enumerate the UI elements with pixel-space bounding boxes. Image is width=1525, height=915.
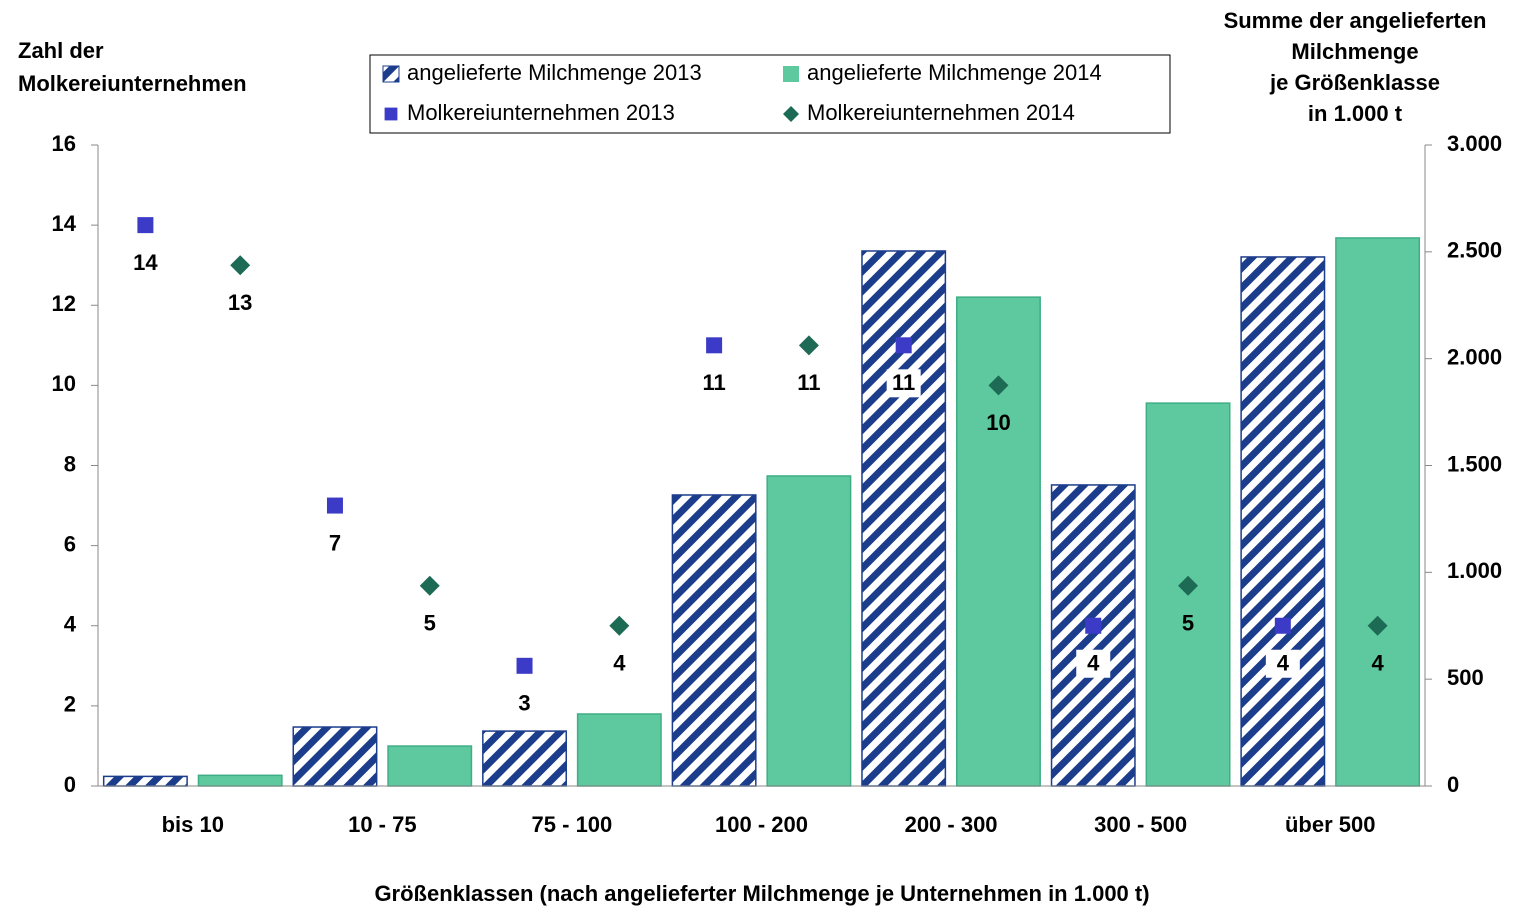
- data-label-bg: [1076, 649, 1111, 678]
- data-label: 10: [986, 410, 1010, 435]
- x-tick-label: 100 - 200: [715, 812, 808, 837]
- data-label: 11: [892, 370, 915, 395]
- legend-swatch: [783, 66, 799, 82]
- y-tick-label: 12: [52, 291, 76, 316]
- data-label: 5: [424, 611, 436, 636]
- point: [706, 337, 723, 354]
- point: [1085, 617, 1102, 634]
- y2-axis-title: Milchmenge: [1291, 39, 1418, 64]
- point: [419, 575, 440, 596]
- x-tick-label: 75 - 100: [532, 812, 613, 837]
- data-label: 4: [1087, 651, 1100, 676]
- y-tick-label: 10: [52, 371, 76, 396]
- x-tick-label: bis 10: [162, 812, 224, 837]
- y2-tick-label: 2.000: [1447, 344, 1502, 369]
- point: [895, 337, 912, 354]
- data-label: 14: [133, 250, 158, 275]
- data-label: 11: [797, 370, 820, 395]
- x-tick-label: 10 - 75: [348, 812, 417, 837]
- data-label: 11: [702, 370, 725, 395]
- point: [798, 335, 819, 356]
- x-tick-label: über 500: [1285, 812, 1376, 837]
- data-label-bg: [507, 689, 542, 718]
- data-label-bg: [1265, 649, 1300, 678]
- x-tick-label: 200 - 300: [905, 812, 998, 837]
- y2-axis-title: in 1.000 t: [1308, 101, 1403, 126]
- point: [1274, 617, 1291, 634]
- y-tick-label: 2: [64, 692, 76, 717]
- bar: [766, 475, 852, 787]
- x-axis-title: Größenklassen (nach angelieferter Milchm…: [374, 881, 1149, 906]
- y2-tick-label: 1.000: [1447, 558, 1502, 583]
- bar: [1050, 484, 1136, 787]
- bar: [292, 726, 378, 787]
- y2-tick-label: 500: [1447, 665, 1484, 690]
- y-tick-label: 0: [64, 772, 76, 797]
- data-label: 4: [613, 651, 626, 676]
- legend-label: Molkereiunternehmen 2013: [407, 100, 675, 125]
- y2-axis-title: je Größenklasse: [1269, 70, 1440, 95]
- legend-swatch: [382, 65, 400, 83]
- bar: [861, 250, 947, 787]
- y2-axis-title: Summe der angelieferten: [1224, 8, 1487, 33]
- bar: [956, 296, 1041, 787]
- point: [137, 217, 154, 234]
- data-label-bg: [128, 249, 163, 278]
- y2-tick-label: 0: [1447, 772, 1459, 797]
- y-axis-title: Molkereiunternehmen: [18, 71, 247, 96]
- y2-tick-label: 3.000: [1447, 131, 1502, 156]
- bar: [482, 730, 567, 787]
- y-tick-label: 6: [64, 531, 76, 556]
- point: [230, 255, 251, 276]
- legend-box: [369, 54, 1171, 134]
- y2-tick-label: 1.500: [1447, 451, 1502, 476]
- point: [1367, 615, 1388, 636]
- y2-tick-label: 2.500: [1447, 238, 1502, 263]
- y-tick-label: 4: [64, 612, 77, 637]
- point: [326, 497, 343, 514]
- y-tick-label: 16: [52, 131, 76, 156]
- data-label: 5: [1182, 611, 1194, 636]
- point: [516, 657, 533, 674]
- data-label-bg: [697, 369, 732, 398]
- data-label: 7: [329, 530, 341, 555]
- bar: [576, 713, 662, 787]
- data-label-bg: [886, 369, 921, 398]
- legend-label: Molkereiunternehmen 2014: [807, 100, 1075, 125]
- point: [384, 107, 398, 121]
- y-tick-label: 8: [64, 451, 76, 476]
- data-label: 13: [228, 290, 252, 315]
- bar: [102, 775, 188, 787]
- bar: [1240, 256, 1326, 787]
- point: [783, 106, 799, 122]
- bar: [1335, 237, 1421, 787]
- point: [609, 615, 630, 636]
- data-label: 3: [518, 691, 530, 716]
- legend-label: angelieferte Milchmenge 2014: [807, 60, 1102, 85]
- bar: [671, 494, 757, 787]
- y-tick-label: 14: [52, 211, 77, 236]
- y-axis-title: Zahl der: [18, 38, 104, 63]
- data-label-bg: [317, 529, 352, 558]
- bar: [387, 745, 473, 787]
- legend-label: angelieferte Milchmenge 2013: [407, 60, 702, 85]
- x-tick-label: 300 - 500: [1094, 812, 1187, 837]
- data-label: 4: [1277, 651, 1290, 676]
- point: [988, 375, 1009, 396]
- point: [1178, 575, 1199, 596]
- data-label: 4: [1371, 651, 1384, 676]
- bar: [197, 774, 283, 787]
